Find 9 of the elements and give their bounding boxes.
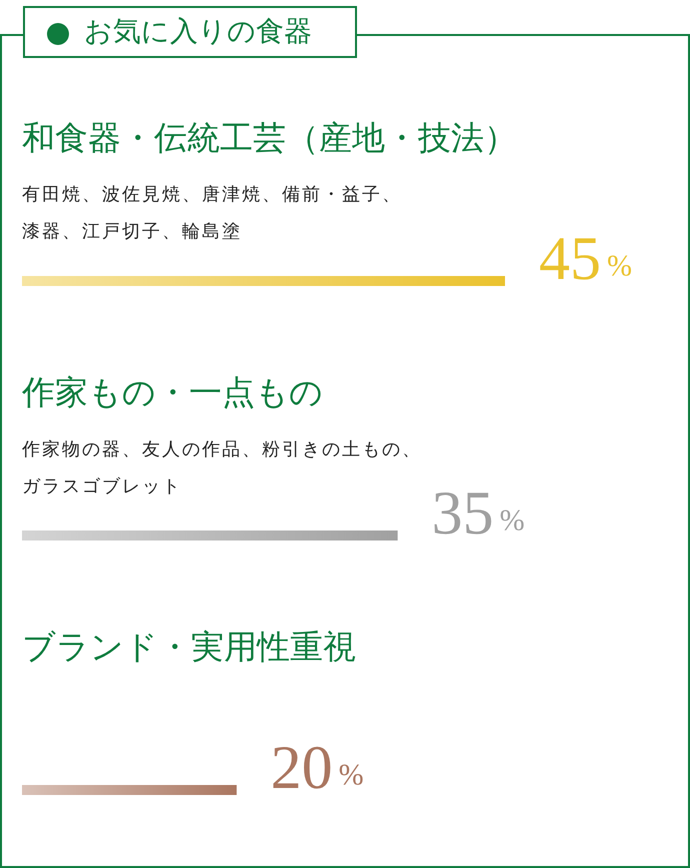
annotation: 作家物の器、友人の作品、粉引きの土もの、ガラスゴブレット xyxy=(22,438,423,498)
data-label: 45% xyxy=(539,225,632,293)
annotation: 有田焼、波佐見焼、唐津焼、備前・益子、漆器、江戸切子、輪島塗 xyxy=(22,183,403,243)
y-tick-label: ブランド・実用性重視 xyxy=(22,629,356,666)
y-tick-label: 和食器・伝統工芸（産地・技法） xyxy=(22,121,517,157)
y-tick-label: 作家もの・一点もの xyxy=(21,374,323,412)
data-label: 35% xyxy=(432,480,525,548)
chart-title: お気に入りの食器 xyxy=(84,16,312,48)
data-label: 20% xyxy=(270,734,364,802)
